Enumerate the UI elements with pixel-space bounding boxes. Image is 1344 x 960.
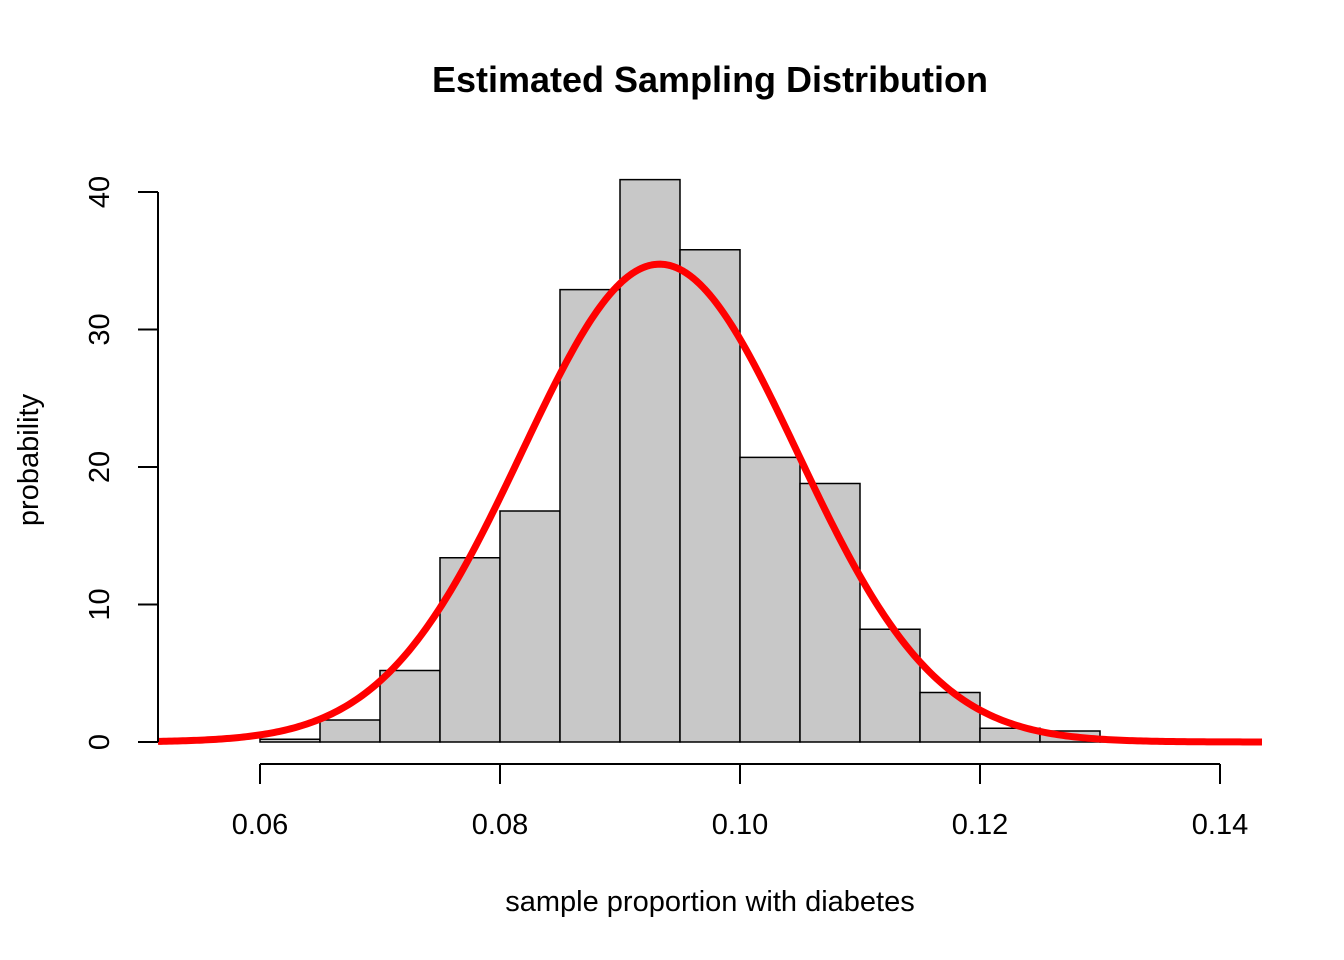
x-axis-tick-label-4: 0.12 [952, 809, 1008, 841]
histogram-bar-4 [439, 557, 501, 743]
histogram-bar-8 [679, 249, 741, 743]
x-axis-tick-label-5: 0.14 [1192, 809, 1248, 841]
y-axis-label: probability [13, 393, 45, 526]
histogram-bars [259, 178, 1161, 743]
x-axis: 0.06 0.08 0.10 0.12 0.14 [232, 763, 1248, 841]
y-axis: 0 10 20 30 40 [84, 176, 159, 750]
y-axis-tick-label-2: 10 [84, 588, 116, 620]
normal-density-curve [157, 260, 1263, 746]
histogram-bar-6 [559, 288, 621, 743]
x-axis-tick-label-1: 0.06 [232, 809, 288, 841]
x-axis-label: sample proportion with diabetes [505, 886, 914, 918]
histogram-bar-12 [919, 691, 981, 743]
density-curve-group [157, 260, 1263, 746]
histogram-bar-1 [259, 738, 321, 743]
histogram-bar-2 [319, 719, 381, 743]
histogram-bar-9 [739, 456, 801, 743]
chart-title: Estimated Sampling Distribution [432, 59, 988, 100]
x-axis-tick-label-2: 0.08 [472, 809, 528, 841]
y-axis-tick-label-1: 0 [84, 734, 116, 750]
y-axis-tick-label-5: 40 [84, 176, 116, 208]
histogram-bar-3 [379, 669, 441, 743]
y-axis-tick-label-4: 30 [84, 313, 116, 345]
x-axis-tick-label-3: 0.10 [712, 809, 768, 841]
y-axis-tick-label-3: 20 [84, 451, 116, 483]
histogram-bar-5 [499, 510, 561, 743]
